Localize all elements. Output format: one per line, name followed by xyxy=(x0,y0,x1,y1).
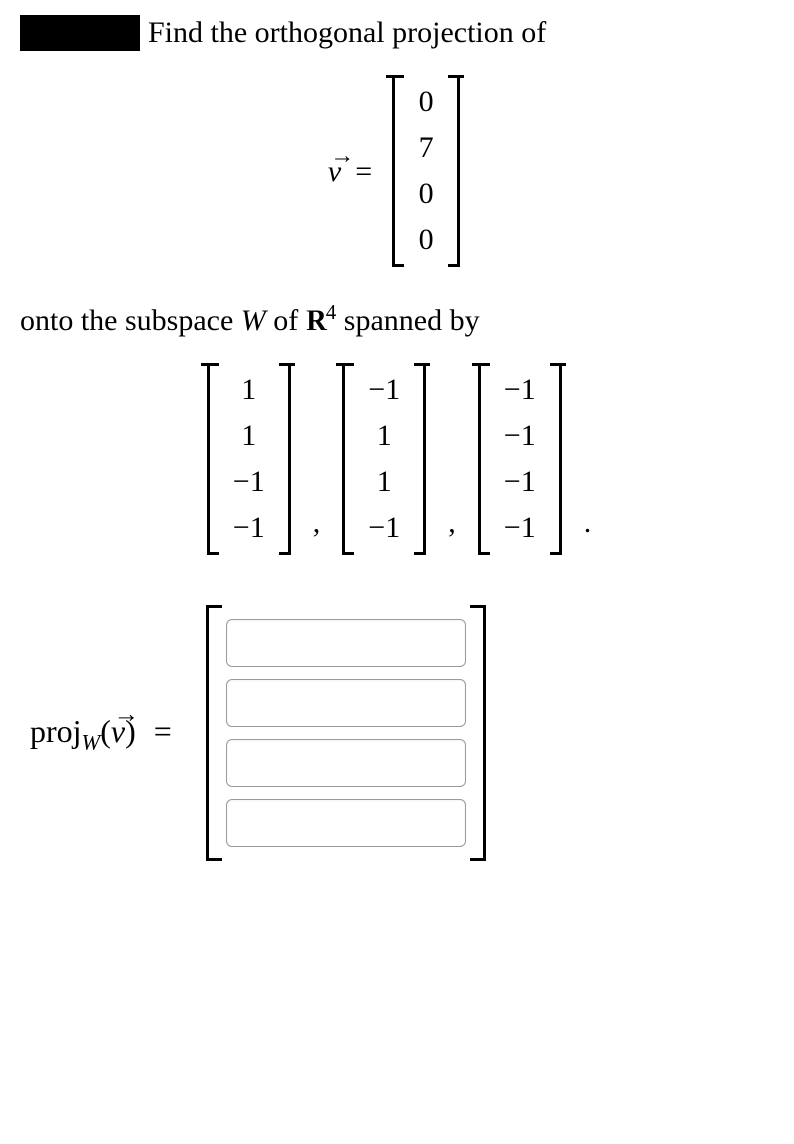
basis-entry: 1 xyxy=(356,459,412,505)
basis-entry: −1 xyxy=(492,459,548,505)
vector-v-matrix: 0 7 0 0 xyxy=(386,75,466,267)
period: . xyxy=(582,500,594,555)
proj-sub-W: W xyxy=(82,729,101,754)
answer-input-4[interactable] xyxy=(226,799,466,847)
projection-label: projW(→v) = xyxy=(30,707,178,759)
basis-entry: 1 xyxy=(356,413,412,459)
answer-inputs-column xyxy=(218,605,474,861)
bracket-left-icon xyxy=(472,363,486,555)
intro-text: Find the orthogonal projection of xyxy=(148,10,546,55)
mid-text-line: onto the subspace W of R4 spanned by xyxy=(20,297,774,343)
basis-entry: −1 xyxy=(492,505,548,551)
answer-matrix xyxy=(198,605,494,861)
basis-entry: −1 xyxy=(492,367,548,413)
vector-v-column: 0 7 0 0 xyxy=(400,75,452,267)
basis-vector-1: 1 1 −1 −1 xyxy=(201,363,297,555)
answer-input-3[interactable] xyxy=(226,739,466,787)
basis-entry: −1 xyxy=(492,413,548,459)
basis-vectors-row: 1 1 −1 −1 , −1 1 1 −1 , xyxy=(20,363,774,555)
basis-entry: 1 xyxy=(221,413,277,459)
v-entry: 0 xyxy=(406,79,446,125)
v-entry: 0 xyxy=(406,171,446,217)
bracket-right-icon xyxy=(452,75,466,267)
basis-entry: −1 xyxy=(221,459,277,505)
equals-sign: = xyxy=(154,713,172,749)
space-dimension: 4 xyxy=(326,300,337,324)
intro-line: Find the orthogonal projection of xyxy=(20,10,774,55)
v-entry: 7 xyxy=(406,125,446,171)
bracket-left-icon xyxy=(336,363,350,555)
mid-text-1: onto the subspace xyxy=(20,304,241,337)
v-entry: 0 xyxy=(406,217,446,263)
mid-text-2: of xyxy=(266,304,306,337)
basis-vector-2: −1 1 1 −1 xyxy=(336,363,432,555)
bracket-left-icon xyxy=(198,605,218,861)
redacted-block xyxy=(20,15,140,51)
vector-definition: → v = 0 7 0 0 xyxy=(20,75,774,267)
problem-body: Find the orthogonal projection of → v = … xyxy=(0,0,794,881)
equals-sign: = xyxy=(355,149,372,194)
mid-text-3: spanned by xyxy=(336,304,479,337)
arrow-icon: → xyxy=(113,695,139,733)
vector-v-symbol-inline: →v xyxy=(111,707,125,755)
vector-v-symbol: → v xyxy=(328,149,341,194)
basis-entry: −1 xyxy=(221,505,277,551)
bracket-left-icon xyxy=(386,75,400,267)
comma-separator: , xyxy=(311,500,323,555)
bracket-right-icon xyxy=(474,605,494,861)
open-paren: ( xyxy=(100,713,111,749)
basis-entry: −1 xyxy=(356,367,412,413)
comma-separator: , xyxy=(446,500,458,555)
answer-input-2[interactable] xyxy=(226,679,466,727)
basis-entry: 1 xyxy=(221,367,277,413)
proj-text: proj xyxy=(30,713,82,749)
subspace-W: W xyxy=(241,304,266,337)
real-symbol: R xyxy=(306,298,326,343)
bracket-right-icon xyxy=(418,363,432,555)
basis-vector-3: −1 −1 −1 −1 xyxy=(472,363,568,555)
basis-entry: −1 xyxy=(356,505,412,551)
answer-input-1[interactable] xyxy=(226,619,466,667)
answer-row: projW(→v) = xyxy=(20,605,774,861)
bracket-right-icon xyxy=(283,363,297,555)
bracket-left-icon xyxy=(201,363,215,555)
arrow-icon: → xyxy=(330,138,354,174)
bracket-right-icon xyxy=(554,363,568,555)
